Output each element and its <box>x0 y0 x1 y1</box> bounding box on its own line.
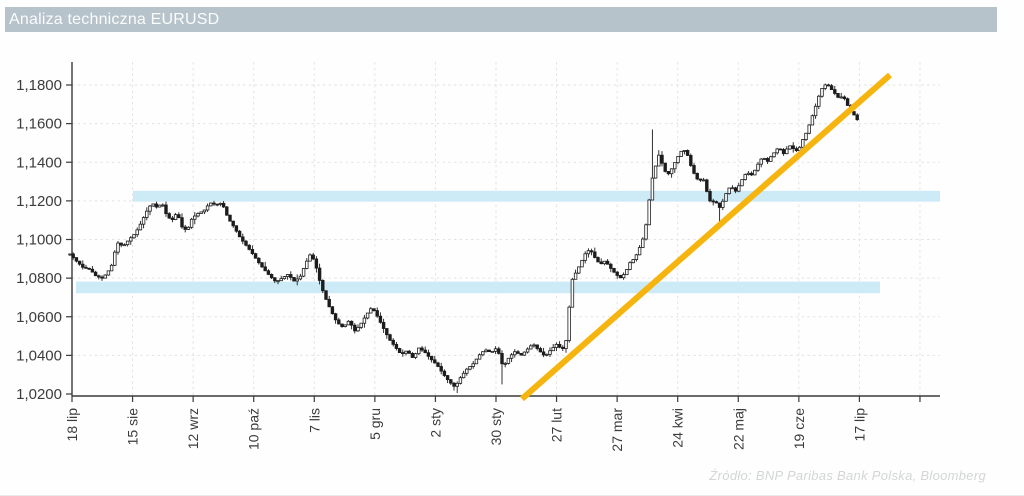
resistance-zone <box>133 190 940 202</box>
x-axis-label: 19 cze <box>791 408 807 449</box>
x-axis-label: 15 sie <box>125 408 141 446</box>
chart-title: Analiza techniczna EURUSD <box>9 11 220 28</box>
x-axis-label: 7 lis <box>306 408 322 433</box>
y-axis-label: 1,0600 <box>16 309 62 326</box>
gridlines <box>72 62 940 396</box>
y-axis-label: 1,1000 <box>16 232 62 249</box>
y-axis-label: 1,1600 <box>16 116 62 133</box>
x-axis-label: 2 sty <box>427 408 443 438</box>
support-zone <box>76 281 880 294</box>
y-axis-label: 1,0400 <box>16 347 62 364</box>
y-axis-label: 1,0800 <box>16 270 62 287</box>
trendline <box>520 72 892 402</box>
chart-title-bar: Analiza techniczna EURUSD <box>5 7 997 32</box>
trendline-layer <box>520 72 892 402</box>
x-axis-label: 17 lip <box>851 408 867 442</box>
y-axis-label: 1,1400 <box>16 154 62 171</box>
eurusd-candlestick-chart: 1,1800 1,1600 1,1400 1,1200 1,1000 1,0800 1,06… <box>16 62 940 452</box>
source-label: Źródło: BNP Paribas Bank Polska, Bloombe… <box>709 468 986 483</box>
x-axis-label: 27 lut <box>549 408 565 442</box>
x-axis-label: 30 sty <box>488 408 504 445</box>
y-axis-label: 1,0200 <box>16 386 62 403</box>
x-axis-label: 18 lip <box>64 408 80 442</box>
y-axis-label: 1,1800 <box>16 77 62 94</box>
x-axis-label: 12 wrz <box>185 408 201 449</box>
support-resistance-bands <box>76 190 940 294</box>
axes: 1,1800 1,1600 1,1400 1,1200 1,1000 1,0800 1,06… <box>16 62 940 452</box>
y-axis-label: 1,1200 <box>16 193 62 210</box>
x-axis-label: 22 maj <box>730 408 746 450</box>
x-axis-label: 5 gru <box>367 408 383 440</box>
price-bars <box>68 83 859 394</box>
x-axis-label: 27 mar <box>609 408 625 452</box>
x-axis-label: 24 kwi <box>670 408 686 448</box>
x-axis-label: 10 paź <box>246 408 262 450</box>
